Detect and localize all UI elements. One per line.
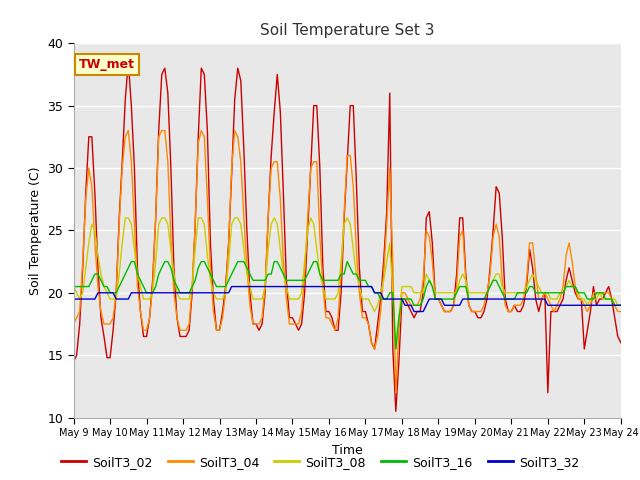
- Line: SoilT3_08: SoilT3_08: [74, 218, 621, 349]
- SoilT3_04: [70, 321, 77, 327]
- SoilT3_04: [155, 134, 163, 140]
- SoilT3_08: [337, 259, 345, 264]
- SoilT3_02: [115, 215, 123, 221]
- Y-axis label: Soil Temperature (C): Soil Temperature (C): [29, 166, 42, 295]
- X-axis label: Time: Time: [332, 444, 363, 456]
- SoilT3_08: [225, 259, 232, 264]
- SoilT3_32: [529, 296, 536, 302]
- SoilT3_32: [228, 284, 236, 289]
- SoilT3_16: [225, 277, 232, 283]
- SoilT3_32: [70, 296, 77, 302]
- SoilT3_04: [392, 390, 399, 396]
- SoilT3_08: [529, 271, 536, 277]
- SoilT3_32: [115, 296, 123, 302]
- SoilT3_08: [155, 221, 163, 227]
- SoilT3_08: [70, 284, 77, 289]
- SoilT3_02: [337, 290, 345, 296]
- Line: SoilT3_04: SoilT3_04: [74, 131, 621, 393]
- SoilT3_04: [115, 221, 123, 227]
- SoilT3_16: [127, 259, 135, 264]
- SoilT3_16: [529, 284, 536, 289]
- SoilT3_08: [392, 346, 399, 352]
- SoilT3_02: [334, 327, 342, 333]
- SoilT3_16: [337, 271, 345, 277]
- Line: SoilT3_32: SoilT3_32: [74, 287, 621, 312]
- Legend: SoilT3_02, SoilT3_04, SoilT3_08, SoilT3_16, SoilT3_32: SoilT3_02, SoilT3_04, SoilT3_08, SoilT3_…: [56, 451, 584, 474]
- SoilT3_04: [617, 309, 625, 314]
- Title: Soil Temperature Set 3: Soil Temperature Set 3: [260, 23, 435, 38]
- SoilT3_02: [70, 359, 77, 364]
- SoilT3_16: [70, 284, 77, 289]
- SoilT3_08: [617, 302, 625, 308]
- SoilT3_16: [334, 277, 342, 283]
- SoilT3_04: [124, 128, 132, 133]
- SoilT3_32: [617, 302, 625, 308]
- SoilT3_32: [337, 284, 345, 289]
- SoilT3_04: [334, 315, 342, 321]
- SoilT3_02: [155, 128, 163, 133]
- SoilT3_08: [115, 271, 123, 277]
- SoilT3_02: [617, 340, 625, 346]
- Text: TW_met: TW_met: [79, 58, 135, 71]
- SoilT3_02: [392, 408, 399, 414]
- SoilT3_16: [155, 271, 163, 277]
- Line: SoilT3_02: SoilT3_02: [74, 62, 621, 411]
- SoilT3_16: [392, 346, 399, 352]
- SoilT3_32: [334, 284, 342, 289]
- SoilT3_04: [225, 240, 232, 246]
- SoilT3_08: [334, 290, 342, 296]
- SoilT3_02: [225, 240, 232, 246]
- SoilT3_32: [222, 290, 230, 296]
- SoilT3_08: [122, 215, 129, 221]
- SoilT3_32: [152, 290, 159, 296]
- SoilT3_02: [124, 59, 132, 65]
- SoilT3_02: [529, 265, 536, 271]
- Line: SoilT3_16: SoilT3_16: [74, 262, 621, 349]
- SoilT3_16: [617, 302, 625, 308]
- SoilT3_04: [337, 271, 345, 277]
- SoilT3_16: [115, 284, 123, 289]
- SoilT3_04: [529, 240, 536, 246]
- SoilT3_32: [410, 309, 418, 314]
